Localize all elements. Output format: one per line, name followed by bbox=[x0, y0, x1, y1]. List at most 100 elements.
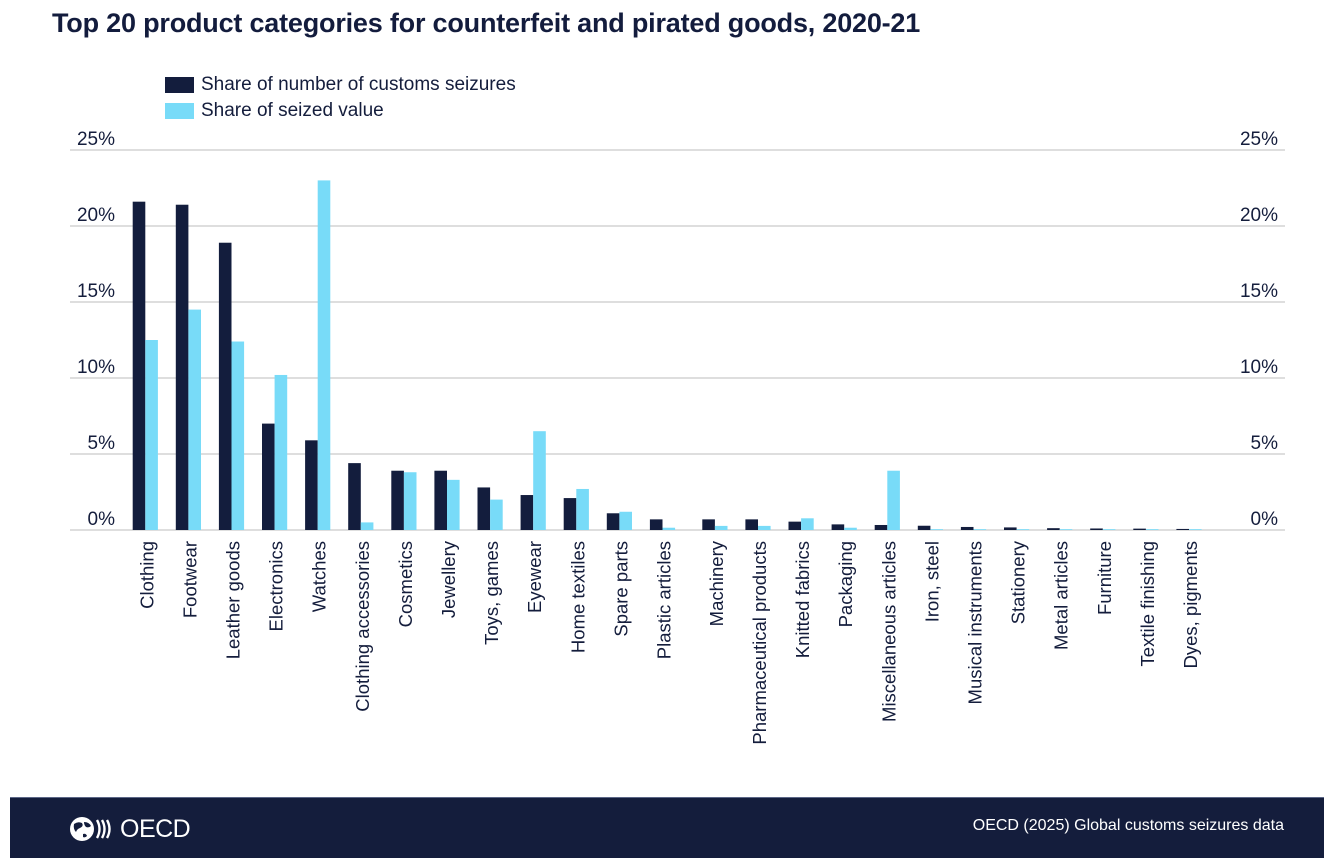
bar-value bbox=[714, 525, 728, 530]
bar-value bbox=[188, 309, 201, 530]
bar-value bbox=[1102, 529, 1116, 530]
bar-value bbox=[576, 488, 589, 530]
x-tick-label: Leather goods bbox=[223, 541, 244, 659]
x-tick-label: Clothing accessories bbox=[352, 541, 373, 712]
y-tick-label-left: 15% bbox=[77, 281, 115, 302]
y-tick-label-right: 5% bbox=[1251, 433, 1279, 454]
bar-seizures bbox=[831, 524, 845, 530]
x-tick-label: Miscellaneous articles bbox=[878, 541, 899, 722]
y-tick-label-left: 5% bbox=[88, 433, 116, 454]
bar-value bbox=[403, 472, 417, 530]
legend-swatch-seizures bbox=[165, 77, 194, 93]
x-tick-label: Machinery bbox=[706, 540, 727, 626]
x-tick-label: Furniture bbox=[1094, 541, 1115, 615]
bar-seizures bbox=[434, 470, 447, 530]
bar-seizures bbox=[1004, 527, 1017, 530]
y-tick-label-right: 25% bbox=[1240, 129, 1278, 150]
oecd-globe-icon bbox=[70, 817, 111, 841]
legend-swatch-value bbox=[165, 103, 194, 119]
bar-seizures bbox=[563, 498, 577, 530]
bar-seizures bbox=[745, 519, 758, 530]
bar-seizures bbox=[175, 204, 189, 530]
x-tick-label: Home textiles bbox=[567, 541, 588, 653]
bar-seizures bbox=[1133, 528, 1146, 530]
bar-seizures bbox=[477, 487, 491, 530]
bar-seizures bbox=[1047, 528, 1060, 530]
bar-chart: 0% 0% 5% 5% 10% 10% 15% 15% 20% 20% 25% 25% Clothing… bbox=[70, 129, 1285, 745]
legend-label-value: Share of seized value bbox=[201, 100, 384, 121]
source-note: OECD (2025) Global customs seizures data bbox=[972, 817, 1284, 834]
y-tick-label-right: 20% bbox=[1240, 205, 1278, 226]
y-tick-label-left: 20% bbox=[77, 205, 115, 226]
bar-value bbox=[145, 340, 158, 530]
x-tick-label: Electronics bbox=[266, 541, 287, 631]
bar-seizures bbox=[305, 440, 318, 530]
y-tick-label-right: 0% bbox=[1251, 509, 1279, 530]
x-tick-label: Pharmaceutical products bbox=[749, 541, 770, 745]
bar-seizures bbox=[649, 519, 663, 530]
bar-seizures bbox=[917, 525, 931, 530]
bar-seizures bbox=[132, 201, 146, 530]
bar-value bbox=[844, 527, 857, 530]
bar-value bbox=[887, 470, 900, 530]
x-tick-label: Footwear bbox=[179, 541, 200, 618]
bar-seizures bbox=[218, 242, 232, 530]
x-tick-label: Clothing bbox=[136, 541, 157, 609]
x-tick-label: Eyewear bbox=[524, 541, 545, 613]
x-tick-label: Iron, steel bbox=[921, 541, 942, 622]
chart-legend: Share of number of customs seizures Shar… bbox=[165, 72, 516, 124]
x-tick-label: Stationery bbox=[1008, 540, 1029, 624]
x-tick-label: Toys, games bbox=[481, 541, 502, 645]
bar-value bbox=[662, 527, 676, 530]
x-tick-label: Spare parts bbox=[610, 541, 631, 637]
bar-value bbox=[533, 431, 546, 530]
bar-seizures bbox=[960, 526, 974, 530]
bar-value bbox=[619, 511, 632, 530]
bar-value bbox=[1016, 529, 1030, 530]
chart-title: Top 20 product categories for counterfei… bbox=[52, 8, 921, 38]
bar-value bbox=[447, 479, 460, 530]
bar-seizures bbox=[520, 495, 534, 530]
bar-value bbox=[1145, 529, 1159, 530]
x-tick-label: Packaging bbox=[835, 541, 856, 627]
x-tick-label: Cosmetics bbox=[395, 541, 416, 627]
x-tick-label: Plastic articles bbox=[654, 541, 675, 659]
y-tick-label-right: 10% bbox=[1240, 357, 1278, 378]
bar-value bbox=[1059, 529, 1073, 530]
bar-seizures bbox=[1176, 528, 1189, 530]
y-tick-label-right: 15% bbox=[1240, 281, 1278, 302]
bar-seizures bbox=[262, 423, 275, 530]
bar-value bbox=[758, 525, 771, 530]
bar-seizures bbox=[874, 524, 888, 530]
y-tick-label-left: 10% bbox=[77, 357, 115, 378]
bar-value bbox=[1189, 529, 1202, 530]
bar-seizures bbox=[348, 463, 361, 530]
y-tick-label-left: 25% bbox=[77, 129, 115, 150]
bar-value bbox=[930, 529, 943, 530]
x-tick-label: Musical instruments bbox=[965, 541, 986, 704]
x-tick-label: Watches bbox=[309, 541, 330, 612]
x-tick-label: Metal articles bbox=[1051, 541, 1072, 650]
bar-value bbox=[274, 374, 288, 530]
bar-value bbox=[801, 518, 814, 530]
legend-item-seizures: Share of number of customs seizures bbox=[165, 72, 516, 98]
bar-seizures bbox=[1090, 528, 1103, 530]
bar-seizures bbox=[702, 519, 715, 530]
bar-seizures bbox=[606, 513, 620, 530]
bar-value bbox=[231, 341, 245, 530]
bar-value bbox=[360, 522, 374, 530]
bar-value bbox=[317, 180, 331, 530]
x-tick-label: Dyes, pigments bbox=[1180, 541, 1201, 669]
legend-label-seizures: Share of number of customs seizures bbox=[201, 74, 516, 95]
legend-item-value: Share of seized value bbox=[165, 98, 516, 124]
oecd-logo[interactable]: OECD bbox=[68, 814, 191, 844]
logo-text: OECD bbox=[120, 814, 191, 843]
x-tick-label: Jewellery bbox=[438, 540, 459, 618]
bar-value bbox=[490, 499, 503, 530]
y-tick-label-left: 0% bbox=[88, 509, 116, 530]
bar-seizures bbox=[788, 521, 802, 530]
bar-value bbox=[973, 529, 987, 530]
bar-seizures bbox=[391, 470, 404, 530]
footer-bar: OECD OECD (2025) Global customs seizures… bbox=[10, 797, 1324, 858]
x-tick-label: Knitted fabrics bbox=[792, 541, 813, 658]
